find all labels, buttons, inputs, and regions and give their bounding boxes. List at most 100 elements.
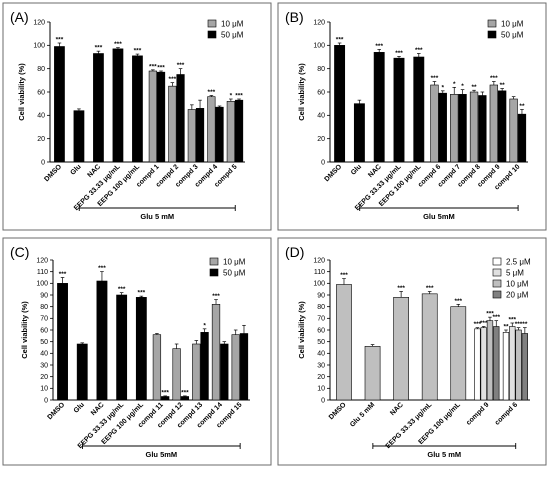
significance-label: *** <box>426 285 434 292</box>
significance-label: *** <box>134 48 142 55</box>
y-tick-label: 70 <box>40 316 48 323</box>
significance-label: ** <box>472 84 478 91</box>
x-tick-label: NAC <box>86 163 102 179</box>
bar <box>96 280 108 401</box>
x-tick-label: compd 9 <box>465 401 490 426</box>
bar <box>231 334 240 401</box>
x-tick-label: NAC <box>90 401 106 417</box>
y-tick-label: 40 <box>317 113 325 120</box>
significance-label: *** <box>114 41 122 48</box>
significance-label: *** <box>138 290 146 297</box>
bar <box>336 284 352 401</box>
significance-label: ** <box>522 321 528 328</box>
y-tick-label: 120 <box>33 19 45 26</box>
bar <box>517 113 527 163</box>
bar <box>152 334 162 401</box>
y-tick-label: 80 <box>317 66 325 73</box>
significance-label: *** <box>149 63 157 70</box>
x-tick-label: DMSO <box>43 163 63 183</box>
bar <box>438 92 447 163</box>
y-tick-label: 90 <box>40 292 48 299</box>
panel-label: (A) <box>10 9 29 25</box>
bar <box>430 84 439 163</box>
bar <box>458 94 467 163</box>
significance-label: *** <box>98 265 106 272</box>
y-tick-label: 80 <box>37 66 45 73</box>
legend-swatch <box>492 290 502 299</box>
significance-label: * <box>203 322 206 329</box>
bar <box>486 320 494 401</box>
significance-label: *** <box>397 285 405 292</box>
legend-label: 50 μM <box>221 31 244 40</box>
x-tick-label: compd 6 <box>494 401 519 426</box>
y-tick-label: 0 <box>321 397 325 404</box>
y-tick-label: 60 <box>317 89 325 96</box>
bar <box>76 343 88 401</box>
legend-swatch <box>207 30 217 39</box>
bar <box>116 294 128 401</box>
significance-label: *** <box>395 50 403 57</box>
significance-label: ** <box>500 82 506 89</box>
significance-label: *** <box>375 43 383 50</box>
y-tick-label: 100 <box>36 281 48 288</box>
y-axis-label: Cell viability (%) <box>17 63 26 121</box>
y-tick-label: 90 <box>317 292 325 299</box>
bracket-label: Glu 5 mM <box>427 450 461 459</box>
panel-border <box>2 2 272 231</box>
significance-label: *** <box>235 93 243 100</box>
bar <box>450 306 467 401</box>
significance-label: *** <box>486 311 494 318</box>
y-tick-label: 20 <box>317 374 325 381</box>
y-tick-label: 50 <box>317 339 325 346</box>
significance-label: *** <box>161 389 169 396</box>
significance-label: *** <box>454 298 462 305</box>
chart-panel-2: (B)Cell viability (%)020406080100120***D… <box>277 2 547 231</box>
bar <box>450 94 459 163</box>
bar <box>509 98 518 163</box>
bar <box>112 48 124 163</box>
x-tick-label: Glu <box>69 163 82 176</box>
bar <box>334 45 346 163</box>
significance-label: * <box>461 83 464 90</box>
y-tick-label: 120 <box>313 257 325 264</box>
y-tick-label: 70 <box>317 316 325 323</box>
significance-label: *** <box>157 65 165 72</box>
bar <box>489 84 498 163</box>
y-tick-label: 40 <box>40 351 48 358</box>
bar <box>172 348 181 401</box>
bar <box>195 108 205 163</box>
y-tick-label: 20 <box>317 136 325 143</box>
x-tick-label: DMSO <box>46 401 66 421</box>
significance-label: *** <box>95 45 103 52</box>
significance-label: *** <box>431 75 439 82</box>
bar <box>54 46 65 163</box>
significance-label: *** <box>118 286 126 293</box>
bar <box>226 101 235 163</box>
y-tick-label: 10 <box>40 386 48 393</box>
y-axis-label: Cell viability (%) <box>20 301 29 359</box>
y-tick-label: 40 <box>317 351 325 358</box>
significance-label: ** <box>519 103 525 110</box>
x-tick-label: NAC <box>367 163 383 179</box>
bracket-label: Glu 5 mM <box>140 212 174 221</box>
y-tick-label: 0 <box>44 397 48 404</box>
bar <box>509 326 516 401</box>
bar <box>474 328 481 401</box>
y-tick-label: 0 <box>321 159 325 166</box>
legend-swatch <box>487 19 497 28</box>
y-tick-label: 60 <box>40 327 48 334</box>
significance-label: *** <box>212 293 220 300</box>
y-axis-label: Cell viability (%) <box>297 63 306 121</box>
bar <box>156 71 166 163</box>
significance-label: *** <box>208 89 216 96</box>
significance-label: *** <box>181 389 189 396</box>
bar <box>393 57 405 163</box>
panel-border <box>277 2 547 231</box>
legend-label: 10 μM <box>221 20 244 29</box>
bar <box>200 332 209 401</box>
legend-label: 10 μM <box>501 20 524 29</box>
bar <box>180 396 190 401</box>
y-tick-label: 20 <box>37 136 45 143</box>
legend-label: 5 μM <box>506 269 524 278</box>
